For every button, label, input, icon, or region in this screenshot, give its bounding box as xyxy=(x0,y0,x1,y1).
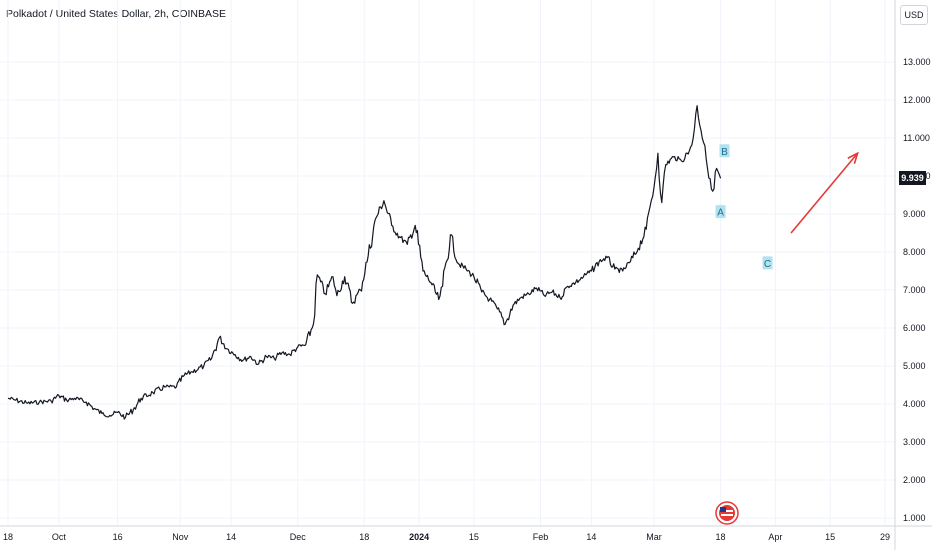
time-tick-label: 29 xyxy=(880,532,890,542)
time-tick-label: 18 xyxy=(3,532,13,542)
price-tick-label: 8.000 xyxy=(903,247,926,257)
price-tick-label: 1.000 xyxy=(903,513,926,523)
time-tick-label: Mar xyxy=(646,532,662,542)
wave-label-b: B xyxy=(719,144,730,158)
price-tick-label: 7.000 xyxy=(903,285,926,295)
currency-selector[interactable]: USD xyxy=(900,5,928,25)
price-tick-label: 5.000 xyxy=(903,361,926,371)
arrow-shaft xyxy=(790,152,859,234)
time-tick-label: 2024 xyxy=(409,532,429,542)
time-tick-label: Nov xyxy=(172,532,189,542)
tradingview-flag-icon[interactable] xyxy=(715,501,739,525)
wave-label-a: A xyxy=(715,205,726,219)
time-tick-label: Feb xyxy=(533,532,549,542)
time-tick-label: 18 xyxy=(359,532,369,542)
time-tick-label: 18 xyxy=(716,532,726,542)
price-tick-label: 12.000 xyxy=(903,95,931,105)
price-tick-label: 13.000 xyxy=(903,57,931,67)
forecast-arrow[interactable] xyxy=(790,151,859,234)
price-series-line xyxy=(7,105,722,420)
time-tick-label: 15 xyxy=(469,532,479,542)
time-axis[interactable]: 18 Oct 16 Nov 14 Dec 18 2024 15 Feb 14 Mar 18 Apr 15 29 xyxy=(3,532,890,542)
price-tick-label: 11.000 xyxy=(903,133,930,143)
time-tick-label: 14 xyxy=(226,532,236,542)
last-price-tag: 9.939 xyxy=(899,171,926,186)
price-tick-label: 9.000 xyxy=(903,209,926,219)
price-tick-label: 4.000 xyxy=(903,399,926,409)
price-axis[interactable]: 1.000 2.000 3.000 4.000 5.000 6.000 7.000 8.000… xyxy=(903,57,931,523)
price-tick-label: 3.000 xyxy=(903,437,926,447)
arrow-head xyxy=(847,151,859,164)
time-tick-label: Dec xyxy=(290,532,307,542)
time-tick-label: 16 xyxy=(113,532,123,542)
wave-label-text: A xyxy=(717,208,724,219)
wave-label-text: B xyxy=(721,147,728,158)
wave-labels: A B C xyxy=(715,144,773,270)
wave-label-text: C xyxy=(764,259,771,270)
price-tick-label: 2.000 xyxy=(903,475,926,485)
time-tick-label: 15 xyxy=(825,532,835,542)
chart-title: Polkadot / United States Dollar, 2h, COI… xyxy=(6,8,227,20)
price-tick-label: 6.000 xyxy=(903,323,926,333)
time-tick-label: Apr xyxy=(768,532,782,542)
time-tick-label: Oct xyxy=(52,532,67,542)
grid xyxy=(0,0,895,526)
wave-label-c: C xyxy=(762,256,773,270)
time-tick-label: 14 xyxy=(586,532,596,542)
